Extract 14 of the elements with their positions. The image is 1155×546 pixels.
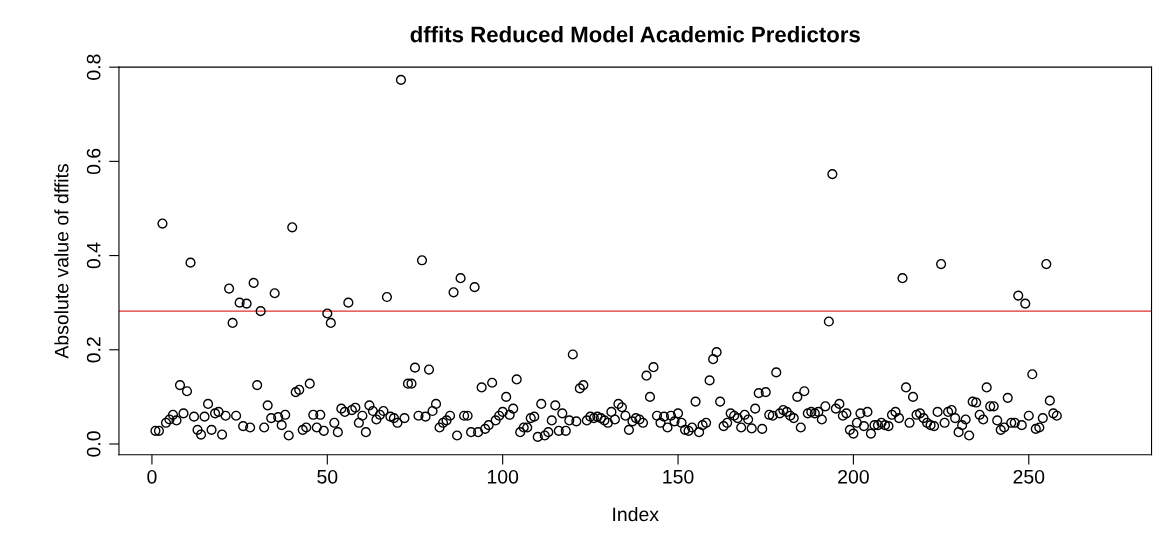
y-tick-label: 0.0: [86, 431, 101, 457]
y-tick-label: 0.8: [86, 54, 101, 80]
y-tick-label: 0.2: [86, 337, 101, 363]
x-tick-label: 50: [317, 469, 338, 484]
y-tick-label: 0.6: [86, 148, 101, 175]
y-tick-label: 0.4: [86, 242, 101, 269]
x-tick-label: 150: [663, 469, 694, 484]
x-tick-label: 200: [838, 469, 869, 484]
x-tick-label: 0: [147, 469, 157, 484]
chart-title: dffits Reduced Model Academic Predictors: [410, 26, 860, 43]
x-tick-label: 100: [487, 469, 519, 484]
y-axis-title: Absolute value of dffits: [54, 164, 69, 359]
x-tick-label: 250: [1013, 469, 1045, 484]
x-axis-title: Index: [613, 506, 659, 522]
